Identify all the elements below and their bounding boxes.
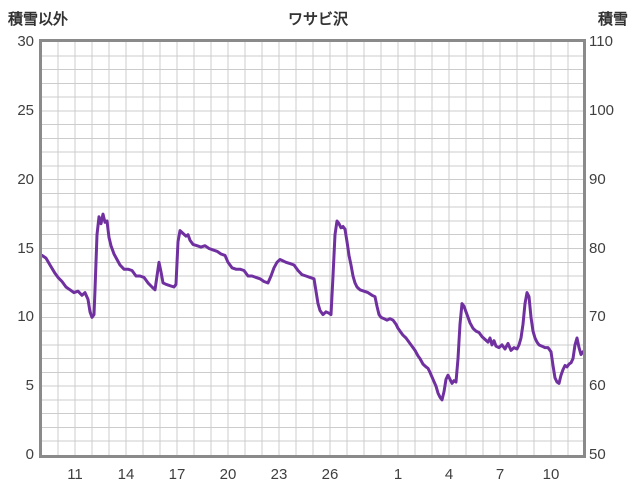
tick-label: 4 <box>444 466 454 483</box>
tick-label: 20 <box>219 466 237 483</box>
tick-label: 23 <box>270 466 288 483</box>
tick-label: 25 <box>17 101 34 119</box>
tick-label: 15 <box>17 239 34 257</box>
tick-label: 10 <box>542 466 560 483</box>
tick-label: 5 <box>25 377 34 395</box>
tick-label: 70 <box>589 308 606 326</box>
right-axis-title: 積雪 <box>597 11 628 28</box>
tick-label: 90 <box>589 170 606 188</box>
left-axis-title: 積雪以外 <box>8 11 69 28</box>
tick-label: 1 <box>393 466 403 483</box>
tick-label: 26 <box>321 466 339 483</box>
line-chart-svg <box>42 42 583 455</box>
tick-label: 50 <box>589 446 606 463</box>
tick-label: 11 <box>67 466 83 483</box>
tick-label: 30 <box>17 33 34 50</box>
tick-label: 20 <box>17 170 34 188</box>
plot-area <box>39 39 586 458</box>
chart-title: ワサビ沢 <box>287 11 348 28</box>
tick-label: 14 <box>117 466 135 483</box>
tick-label: 60 <box>589 377 606 395</box>
tick-label: 17 <box>168 466 186 483</box>
tick-label: 100 <box>589 101 615 119</box>
tick-label: 110 <box>589 33 613 50</box>
tick-label: 7 <box>495 466 505 483</box>
tick-label: 80 <box>589 239 606 257</box>
tick-label: 10 <box>17 308 34 326</box>
tick-label: 0 <box>25 446 34 463</box>
